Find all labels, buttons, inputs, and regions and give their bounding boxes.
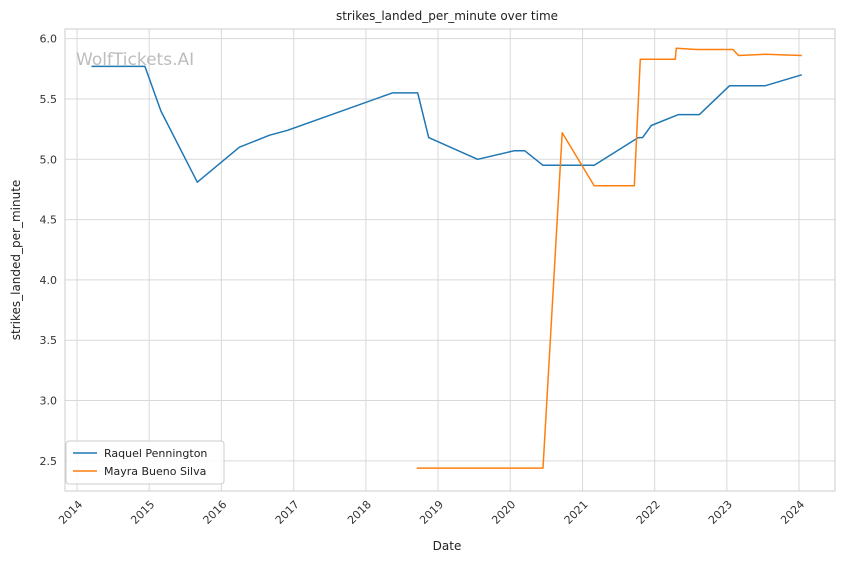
legend-box [65, 440, 225, 485]
y-tick-label: 6.0 [40, 33, 58, 46]
y-tick-label: 3.5 [40, 334, 58, 347]
chart-title: strikes_landed_per_minute over time [336, 9, 558, 23]
series-line-raquel-pennington [91, 65, 803, 183]
y-axis-label: strikes_landed_per_minute [9, 180, 23, 341]
y-tick-label: 4.5 [40, 214, 58, 227]
series-line-mayra-bueno-silva [416, 47, 802, 469]
y-tick-label: 3.0 [40, 395, 58, 408]
watermark: WolfTickets.AI [76, 50, 194, 70]
plot-area-frame [64, 28, 836, 492]
y-tick-labels: 2.5 3.0 3.5 4.0 4.5 5.0 5.5 6.0 [40, 33, 58, 468]
series-layer [91, 47, 803, 469]
y-tick-label: 2.5 [40, 455, 58, 468]
x-axis-label: Date [433, 539, 462, 553]
y-tick-label: 5.0 [40, 153, 58, 166]
legend: Raquel Pennington Mayra Bueno Silva [65, 440, 225, 485]
y-tick-label: 5.5 [40, 93, 58, 106]
legend-label-raquel-pennington: Raquel Pennington [104, 447, 207, 460]
grid [65, 29, 835, 491]
legend-label-mayra-bueno-silva: Mayra Bueno Silva [104, 465, 206, 478]
y-tick-label: 4.0 [40, 274, 58, 287]
